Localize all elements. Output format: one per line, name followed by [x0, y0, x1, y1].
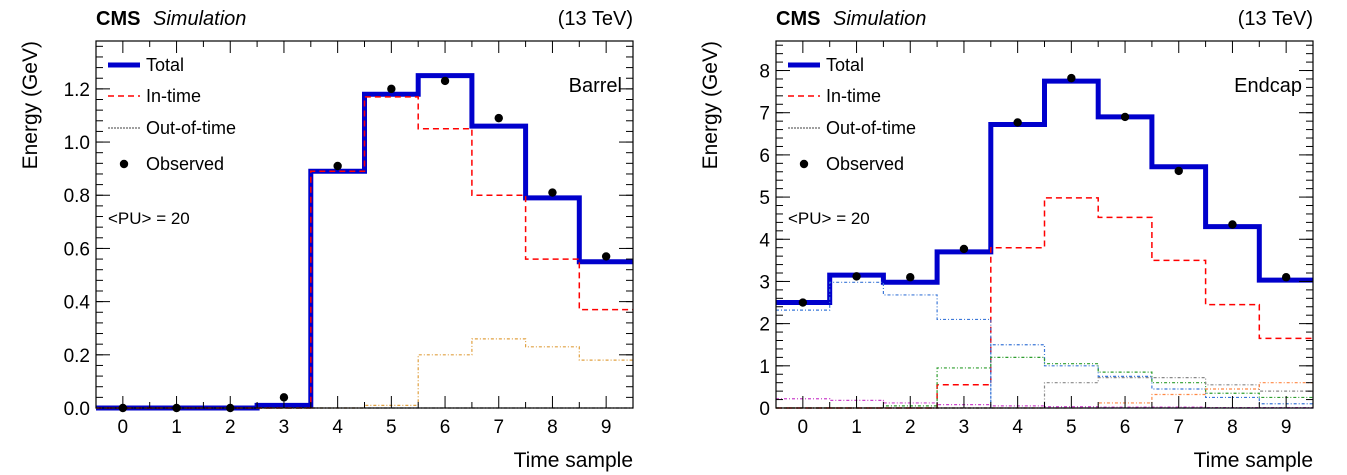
y-tick-label-6: 6: [759, 146, 770, 167]
x-tick-label-8: 8: [547, 417, 558, 438]
simulation-label: Simulation: [153, 8, 246, 30]
series-0-line: [776, 78, 1313, 306]
x-tick-label-1: 1: [171, 417, 182, 438]
legend-observed-swatch: [119, 159, 129, 169]
region-label: Barrel: [569, 75, 622, 97]
x-tick-label-5: 5: [386, 417, 397, 438]
series-2-line: [776, 281, 1313, 409]
cms-label: CMS: [96, 8, 140, 30]
y-tick-label-2: 2: [759, 315, 770, 336]
y-tick-label-4: 0.8: [64, 186, 90, 207]
y-tick-label-5: 5: [759, 188, 770, 209]
series-1-line: [776, 197, 1313, 409]
observed-point-9: [601, 252, 611, 261]
x-tick-label-6: 6: [440, 417, 451, 438]
legend-label-1: In-time: [826, 86, 881, 106]
energy-label: (13 TeV): [1238, 8, 1313, 30]
x-tick-label-6: 6: [1120, 417, 1131, 438]
y-tick-label-5: 1.0: [64, 133, 90, 154]
observed-point-4: [1013, 118, 1022, 127]
x-tick-label-1: 1: [851, 417, 862, 438]
simulation-label: Simulation: [833, 8, 926, 30]
x-tick-label-2: 2: [905, 417, 916, 438]
observed-point-7: [1174, 166, 1183, 176]
y-tick-label-0: 0.0: [64, 399, 90, 420]
legend-label-1: In-time: [146, 86, 201, 106]
legend-label-0: Total: [146, 55, 184, 75]
y-tick-label-6: 1.2: [64, 80, 90, 101]
series-2-line: [96, 338, 633, 409]
x-tick-label-2: 2: [225, 417, 236, 438]
energy-label: (13 TeV): [558, 8, 633, 30]
legend-observed-swatch: [799, 159, 809, 169]
observed-point-1: [852, 272, 861, 281]
observed-point-8: [548, 188, 557, 197]
observed-point-2: [906, 273, 915, 282]
x-axis-label: Time sample: [514, 449, 633, 472]
legend-label-2: Out-of-time: [146, 118, 236, 138]
observed-point-7: [494, 113, 503, 123]
y-tick-label-1: 0.2: [64, 346, 90, 367]
y-axis-label: Energy (GeV): [19, 41, 42, 169]
legend-label-3: Observed: [146, 154, 224, 174]
y-tick-label-2: 0.4: [64, 293, 91, 314]
y-tick-label-7: 7: [759, 104, 770, 125]
x-tick-label-9: 9: [1281, 417, 1292, 438]
x-tick-label-3: 3: [959, 417, 970, 438]
legend-label-3: Observed: [826, 154, 904, 174]
observed-point-6: [440, 76, 450, 86]
chart-barrel: CMS Simulation (13 TeV) 0 1 2 3 4 5 6 7 8 9 0.0 0.2 0.4…: [19, 8, 634, 472]
pileup-label: <PU> = 20: [108, 209, 190, 228]
observed-point-3: [959, 244, 969, 254]
observed-point-5: [1067, 73, 1076, 83]
x-tick-label-7: 7: [1173, 417, 1184, 438]
y-axis-label: Energy (GeV): [699, 41, 722, 169]
x-tick-label-8: 8: [1227, 417, 1238, 438]
y-tick-label-4: 4: [759, 230, 770, 251]
y-tick-label-3: 0.6: [64, 239, 90, 260]
observed-point-5: [387, 84, 396, 94]
observed-point-8: [1228, 220, 1237, 229]
x-tick-label-0: 0: [798, 417, 809, 438]
series-1-line: [96, 96, 633, 409]
x-tick-label-5: 5: [1066, 417, 1077, 438]
x-tick-label-7: 7: [493, 417, 504, 438]
legend-label-0: Total: [826, 55, 864, 75]
x-tick-label-4: 4: [1012, 417, 1023, 438]
chart-endcap: CMS Simulation (13 TeV) 0 1 2 3 4 5 6 7 8 9 0 1 2 3 4 5 6 7 8…: [699, 8, 1314, 472]
pileup-label: <PU> = 20: [788, 209, 870, 228]
y-tick-label-1: 1: [759, 357, 770, 378]
observed-point-0: [798, 298, 808, 307]
cms-label: CMS: [776, 8, 820, 30]
y-tick-label-0: 0: [759, 399, 770, 420]
x-tick-label-0: 0: [118, 417, 129, 438]
observed-point-9: [1281, 273, 1291, 282]
x-tick-label-3: 3: [279, 417, 290, 438]
y-tick-label-3: 3: [759, 272, 770, 293]
x-tick-label-9: 9: [601, 417, 612, 438]
observed-point-4: [333, 161, 342, 171]
region-label: Endcap: [1234, 75, 1302, 97]
x-tick-label-4: 4: [332, 417, 343, 438]
observed-point-6: [1120, 112, 1130, 122]
legend-label-2: Out-of-time: [826, 118, 916, 138]
y-tick-label-8: 8: [759, 62, 770, 83]
x-axis-label: Time sample: [1194, 449, 1313, 472]
